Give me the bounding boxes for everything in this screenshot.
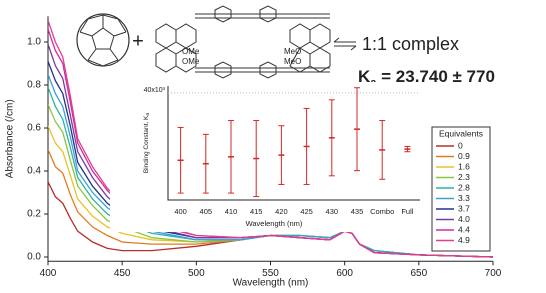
legend-label: 4.9 — [458, 235, 470, 245]
inset-chart: 40x10³ Wavelength (nm) Binding Constant, K… — [110, 82, 428, 232]
x-tick-label: Combo — [370, 207, 394, 216]
inset-y-label: Binding Constant, Ka — [143, 113, 152, 173]
phenyl-rings — [214, 5, 277, 79]
linkers — [195, 13, 330, 73]
y-tick-label: 0.4 — [27, 166, 41, 177]
inset-y-label-sub: a — [145, 113, 151, 116]
legend-label: 4.0 — [458, 214, 470, 224]
inset-x-label: Wavelength (nm) — [246, 219, 303, 228]
fullerene-face — [91, 27, 115, 50]
legend-label: 0.9 — [458, 151, 470, 161]
x-tick-label: 410 — [225, 207, 238, 216]
legend-label: 3.7 — [458, 203, 470, 213]
x-tick-label: 500 — [188, 268, 205, 279]
y-axis-label: Absorbance (/cm) — [5, 99, 16, 178]
x-tick-label: 420 — [275, 207, 288, 216]
legend: Equivalents 00.91.62.32.83.33.74.04.44.9 — [431, 126, 491, 252]
structure-label: MeO — [284, 57, 301, 66]
equilibrium-arrow — [333, 37, 357, 51]
spectra — [48, 20, 494, 258]
binaphthyl-right — [289, 23, 331, 73]
plus-sign: + — [132, 30, 144, 52]
x-tick-label: 450 — [114, 268, 131, 279]
legend-label: 0 — [458, 140, 463, 150]
legend-label: 2.3 — [458, 172, 470, 182]
k-symbol: K — [358, 67, 371, 86]
y-tick-label: 0.0 — [27, 252, 41, 263]
x-tick-label: 405 — [200, 207, 213, 216]
inset-background — [110, 82, 428, 232]
k-value: = 23,740 ± 770 — [376, 67, 495, 86]
x-tick-label: 430 — [326, 207, 339, 216]
structure-label: MeO — [284, 47, 301, 56]
legend-label: 4.4 — [458, 224, 470, 234]
legend-label: 3.3 — [458, 193, 470, 203]
complex-label: 1:1 complex — [362, 34, 459, 54]
y-tick-label: 0.2 — [27, 209, 41, 220]
legend-label: 1.6 — [458, 161, 470, 171]
x-tick-label: 435 — [351, 207, 364, 216]
legend-label: 2.8 — [458, 182, 470, 192]
inset-y-label-text: Binding Constant, K — [143, 115, 150, 173]
x-tick-label: 650 — [410, 268, 427, 279]
legend-title: Equivalents — [439, 128, 483, 138]
spectrum-line — [48, 20, 494, 258]
y-tick-label: 0.6 — [27, 123, 41, 134]
x-tick-label: 425 — [300, 207, 313, 216]
x-tick-label: 400 — [40, 268, 57, 279]
y-tick-label: 1.0 — [27, 37, 41, 48]
x-tick-label: 400 — [174, 207, 187, 216]
x-tick-label: 550 — [262, 268, 279, 279]
x-tick-label: Full — [401, 207, 413, 216]
fullerene-edges — [79, 14, 127, 67]
x-tick-label: 600 — [336, 268, 353, 279]
structure-label: OMe — [182, 57, 200, 66]
structure-label: OMe — [182, 47, 200, 56]
inset-frame — [167, 86, 420, 201]
y-tick-label: 40x10³ — [144, 87, 166, 94]
x-tick-label: 415 — [250, 207, 263, 216]
y-tick-label: 0.8 — [27, 80, 41, 91]
x-tick-label: 700 — [485, 268, 502, 279]
binaphthyl-left — [155, 23, 197, 73]
x-axis-label: Wavelength (nm) — [233, 278, 309, 289]
